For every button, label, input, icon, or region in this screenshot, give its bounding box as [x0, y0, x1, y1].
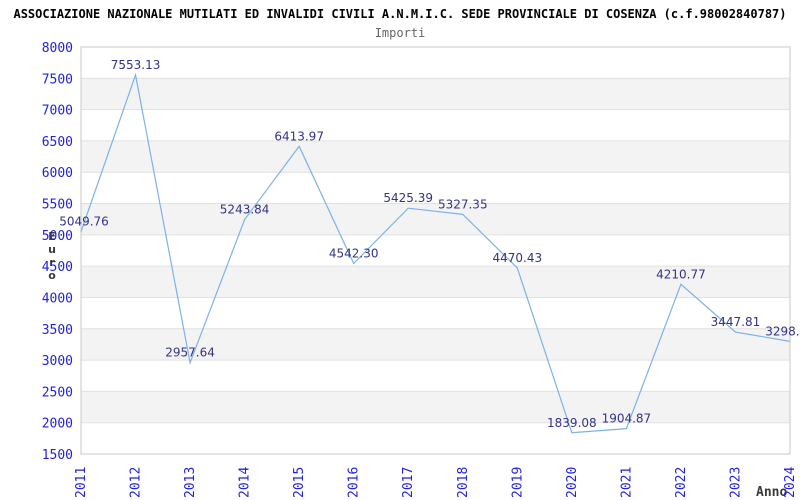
x-tick-label: 2012 [129, 467, 144, 498]
x-tick-label: 2021 [619, 467, 634, 498]
y-tick-label: 3500 [42, 323, 73, 338]
plot-border [80, 46, 791, 455]
data-point-label: 1904.87 [602, 412, 652, 426]
y-tick-label: 7000 [42, 104, 73, 119]
y-tick-label: 5000 [42, 229, 73, 244]
y-tick-label: 1500 [42, 448, 73, 463]
y-tick-label: 2000 [42, 417, 73, 432]
x-axis-title: Anno [756, 485, 788, 500]
grid-band [81, 203, 790, 235]
data-point-label: 5243.84 [220, 203, 270, 217]
chart-subtitle: Importi [374, 26, 426, 40]
grid-band [81, 78, 790, 110]
y-tick-label: 5500 [42, 198, 73, 213]
data-point-label: 5327.35 [438, 197, 488, 211]
x-tick-label: 2015 [292, 467, 307, 498]
y-tick-label: 7500 [42, 72, 73, 87]
data-point-label: 4542.30 [329, 247, 379, 261]
x-tick-label: 2019 [510, 467, 525, 498]
x-tick-label: 2011 [74, 467, 89, 498]
x-tick-label: 2023 [728, 467, 743, 498]
x-tick-label: 2017 [401, 467, 416, 498]
grid-band [81, 391, 790, 423]
x-tick-label: 2018 [456, 467, 471, 498]
y-tick-label: 4500 [42, 260, 73, 275]
data-point-label: 7553.13 [111, 58, 161, 72]
y-tick-label: 4000 [42, 291, 73, 306]
data-point-label: 3298.88 [765, 324, 800, 338]
x-tick-label: 2024 [783, 467, 798, 498]
data-point-label: 3447.81 [711, 315, 761, 329]
grid-band [81, 328, 790, 361]
y-tick-label: 6000 [42, 166, 73, 181]
x-tick-label: 2020 [565, 467, 580, 498]
data-point-label: 5049.76 [59, 215, 109, 229]
chart-title: ASSOCIAZIONE NAZIONALE MUTILATI ED INVAL… [13, 7, 787, 21]
grid-band [81, 140, 790, 173]
x-tick-label: 2022 [674, 467, 689, 498]
data-point-label: 2957.64 [165, 346, 215, 360]
x-tick-label: 2014 [238, 467, 253, 498]
grid-band [81, 266, 790, 298]
y-tick-label: 2500 [42, 385, 73, 400]
y-tick-label: 6500 [42, 135, 73, 150]
data-point-label: 1839.08 [547, 416, 597, 430]
x-tick-label: 2016 [347, 467, 362, 498]
data-point-label: 4210.77 [656, 267, 706, 281]
y-tick-label: 3000 [42, 354, 73, 369]
data-point-label: 6413.97 [274, 129, 324, 143]
x-tick-label: 2013 [183, 467, 198, 498]
data-line [80, 72, 791, 434]
data-point-label: 5425.39 [383, 191, 433, 205]
data-point-label: 4470.43 [492, 251, 542, 265]
y-tick-label: 8000 [42, 41, 73, 56]
